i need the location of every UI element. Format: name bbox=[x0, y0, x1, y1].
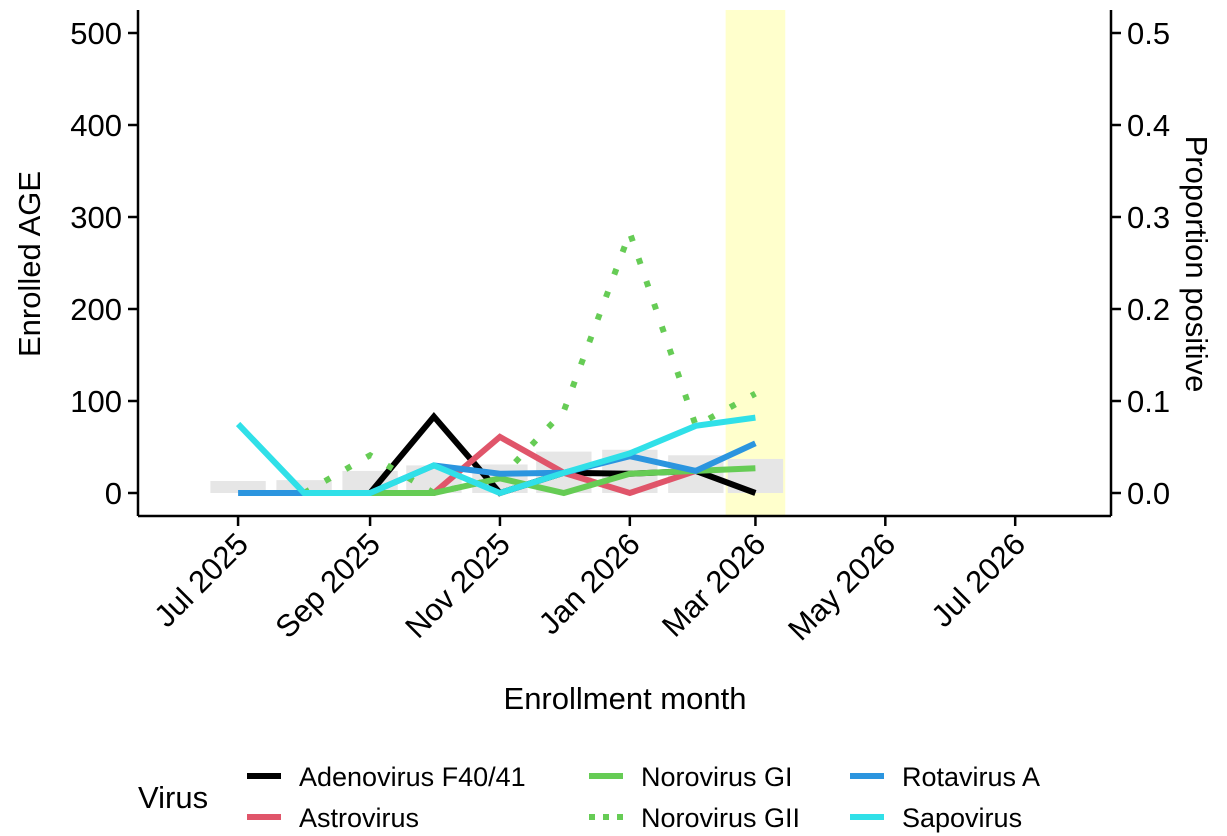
y2-axis-title: Proportion positive bbox=[1179, 136, 1214, 393]
y-tick-label: 200 bbox=[70, 292, 122, 327]
y-tick-label: 0 bbox=[105, 476, 122, 511]
legend-label: Norovirus GI bbox=[641, 762, 793, 792]
x-tick-label: Jul 2026 bbox=[925, 526, 1033, 634]
legend-label: Rotavirus A bbox=[902, 762, 1040, 792]
x-tick-label: Mar 2026 bbox=[655, 526, 772, 643]
legend-title: Virus bbox=[138, 780, 208, 815]
legend-label: Astrovirus bbox=[299, 803, 419, 833]
y-tick-label: 300 bbox=[70, 200, 122, 235]
highlight-band bbox=[725, 10, 786, 516]
x-axis-title: Enrollment month bbox=[504, 681, 747, 716]
y-tick-label: 500 bbox=[70, 16, 122, 51]
series-line-norovirus-gii bbox=[302, 223, 757, 497]
x-tick-label: Jul 2025 bbox=[147, 526, 255, 634]
x-tick-label: Jan 2026 bbox=[532, 526, 647, 641]
enrolled-bar bbox=[276, 480, 332, 493]
enrolled-bar bbox=[210, 481, 266, 493]
x-tick-label: Sep 2025 bbox=[268, 526, 387, 645]
y2-tick-label: 0.0 bbox=[1127, 476, 1170, 511]
y-tick-label: 100 bbox=[70, 384, 122, 419]
legend-label: Norovirus GII bbox=[641, 803, 800, 833]
y2-tick-label: 0.1 bbox=[1127, 384, 1170, 419]
y2-tick-label: 0.4 bbox=[1127, 108, 1170, 143]
y2-tick-label: 0.5 bbox=[1127, 16, 1170, 51]
legend-label: Adenovirus F40/41 bbox=[299, 762, 526, 792]
y2-tick-label: 0.2 bbox=[1127, 292, 1170, 327]
y2-tick-label: 0.3 bbox=[1127, 200, 1170, 235]
legend-label: Sapovirus bbox=[902, 803, 1022, 833]
x-tick-label: May 2026 bbox=[781, 526, 902, 647]
y-axis-title: Enrolled AGE bbox=[12, 171, 47, 357]
y-tick-label: 400 bbox=[70, 108, 122, 143]
x-tick-label: Nov 2025 bbox=[398, 526, 517, 645]
series-line-sapovirus bbox=[235, 414, 756, 497]
